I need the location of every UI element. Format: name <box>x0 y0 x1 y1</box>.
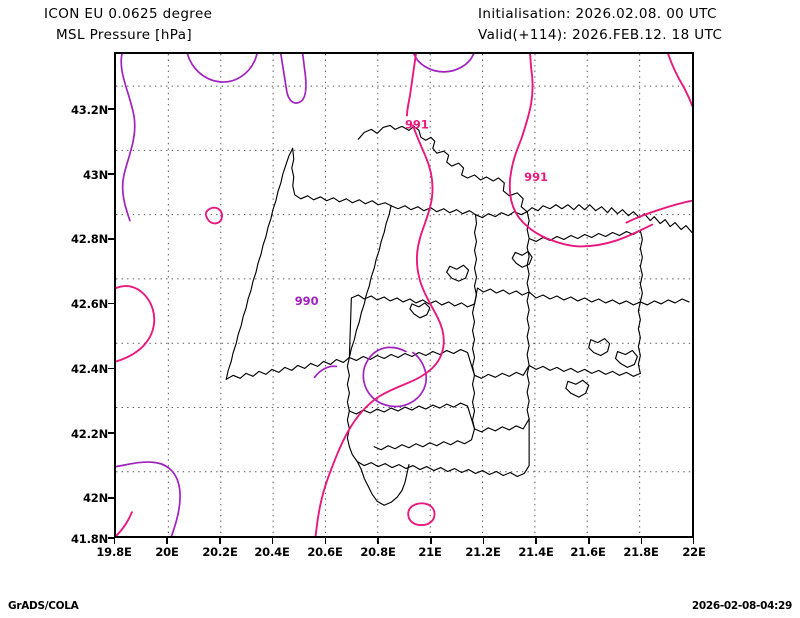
xtick-mark <box>482 538 485 544</box>
xtick-mark <box>535 538 537 544</box>
ytick-label-42-8n: 42.8N <box>71 232 108 246</box>
xtick-mark <box>640 538 643 544</box>
xtick-mark <box>588 538 590 544</box>
xtick-label-22e: 22E <box>682 545 706 559</box>
isobar-991 <box>116 54 692 536</box>
ytick-label-42n: 42N <box>82 491 108 505</box>
xtick-label-21e: 21E <box>418 545 442 559</box>
xtick-label-20-2e: 20.2E <box>202 545 238 559</box>
map-plot-area: 991 991 990 <box>114 52 694 538</box>
ytick-label-43-2n: 43.2N <box>71 103 108 117</box>
xtick-mark <box>219 538 221 544</box>
model-title: ICON EU 0.0625 degree <box>44 6 213 22</box>
xtick-mark <box>271 538 274 544</box>
xtick-label-21-6e: 21.6E <box>570 545 606 559</box>
isobar-990 <box>116 54 475 536</box>
administrative-boundaries <box>225 124 692 506</box>
xtick-label-20-8e: 20.8E <box>360 545 396 559</box>
contour-label-991-right: 991 <box>524 170 548 184</box>
ytick-label-42-6n: 42.6N <box>71 297 108 311</box>
producer-label: GrADS/COLA <box>8 600 79 612</box>
xtick-mark <box>166 538 168 544</box>
initialisation-text: Initialisation: 2026.02.08. 00 UTC <box>478 6 717 22</box>
ytick-mark <box>108 432 114 434</box>
ytick-mark <box>108 367 114 370</box>
ytick-mark <box>108 497 114 499</box>
xtick-mark <box>692 538 695 544</box>
xtick-mark <box>430 538 432 544</box>
ytick-mark <box>108 238 114 240</box>
contour-label-991-top: 991 <box>405 117 429 131</box>
pressure-contour-map: 991 991 990 <box>116 54 692 536</box>
valid-time-text: Valid(+114): 2026.FEB.12. 18 UTC <box>478 27 723 43</box>
ytick-mark <box>108 108 114 110</box>
ytick-mark <box>108 173 114 175</box>
ytick-label-42-4n: 42.4N <box>71 362 108 376</box>
contour-label-990: 990 <box>295 294 319 308</box>
xtick-label-19-8e: 19.8E <box>96 545 132 559</box>
xtick-label-21-2e: 21.2E <box>465 545 501 559</box>
render-timestamp: 2026-02-08-04:29 <box>691 600 792 612</box>
ytick-label-42-2n: 42.2N <box>71 427 108 441</box>
xtick-mark <box>377 538 379 544</box>
ytick-label-41-8n: 41.8N <box>71 532 108 546</box>
xtick-mark <box>113 538 116 544</box>
xtick-label-20-6e: 20.6E <box>307 545 343 559</box>
variable-title: MSL Pressure [hPa] <box>56 27 193 43</box>
xtick-label-20e: 20E <box>155 545 179 559</box>
xtick-label-21-4e: 21.4E <box>518 545 554 559</box>
ytick-mark <box>108 302 114 305</box>
ytick-mark <box>108 537 114 539</box>
xtick-mark <box>324 538 326 544</box>
xtick-label-21-8e: 21.8E <box>623 545 659 559</box>
xtick-label-20-4e: 20.4E <box>254 545 290 559</box>
ytick-label-43n: 43N <box>82 168 108 182</box>
